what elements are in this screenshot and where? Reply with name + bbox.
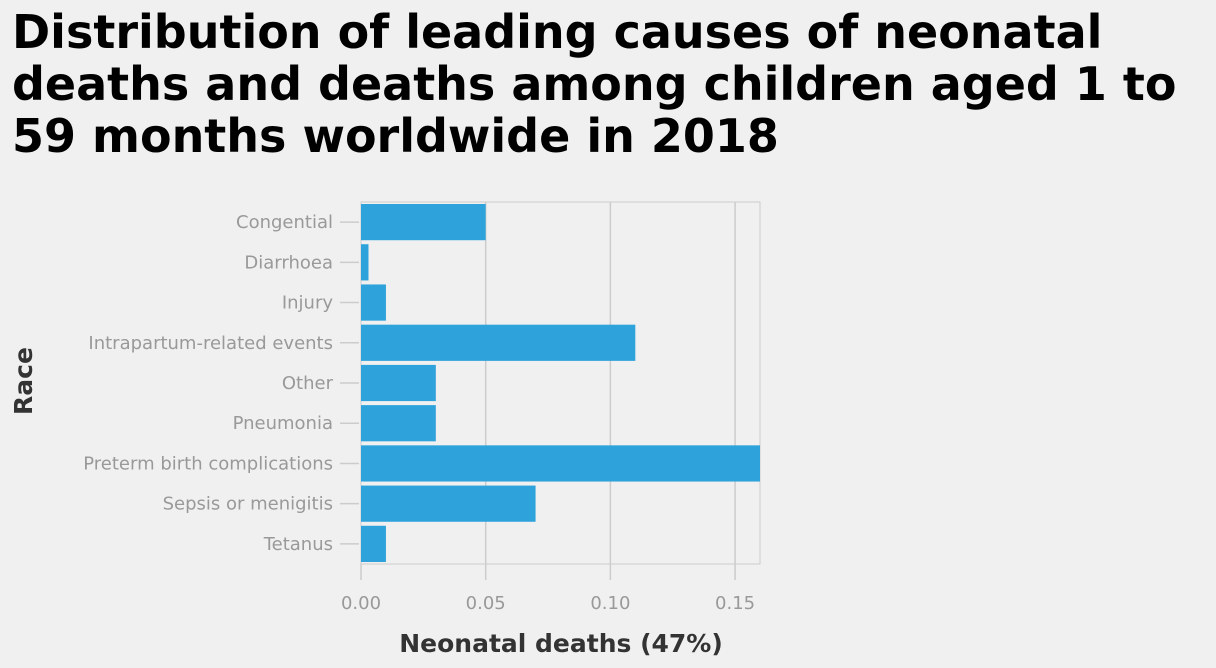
y-tick-label: Sepsis or menigitis bbox=[163, 494, 333, 515]
y-axis-ticks: Congential Diarrhoea Injury Intrapartum-rel… bbox=[83, 212, 359, 555]
y-tick-label: Pneumonia bbox=[233, 413, 333, 434]
bar bbox=[361, 485, 536, 522]
y-tick-label: Preterm birth complications bbox=[83, 453, 333, 474]
y-tick-label: Tetanus bbox=[263, 534, 333, 555]
bar bbox=[361, 204, 486, 241]
chart-title: Distribution of leading causes of neonat… bbox=[12, 5, 1177, 163]
bar bbox=[361, 364, 436, 402]
bar bbox=[361, 525, 386, 562]
bar bbox=[361, 244, 369, 281]
y-tick-label: Congential bbox=[236, 212, 333, 233]
y-tick-label: Diarrhoea bbox=[244, 252, 333, 273]
y-tick-label: Other bbox=[282, 373, 334, 394]
bar bbox=[361, 324, 636, 361]
x-axis-title: Neonatal deaths (47%) bbox=[399, 629, 723, 658]
x-tick-label: 0.00 bbox=[341, 593, 381, 614]
y-axis-title: Race bbox=[9, 347, 38, 415]
bar bbox=[361, 405, 436, 442]
x-axis-ticks: 0.00 0.05 0.10 0.15 bbox=[341, 564, 755, 614]
bar bbox=[361, 284, 386, 321]
x-tick-label: 0.05 bbox=[466, 593, 506, 614]
bars bbox=[361, 204, 760, 562]
x-tick-label: 0.10 bbox=[590, 593, 630, 614]
y-tick-label: Injury bbox=[282, 293, 334, 314]
x-tick-label: 0.15 bbox=[715, 593, 755, 614]
bar bbox=[361, 445, 760, 482]
y-tick-label: Intrapartum-related events bbox=[88, 333, 333, 354]
